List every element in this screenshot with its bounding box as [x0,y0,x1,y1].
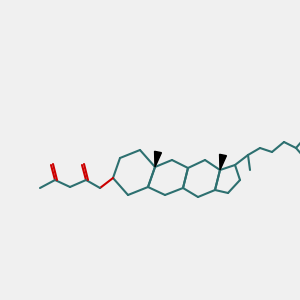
Polygon shape [154,151,161,167]
Polygon shape [220,154,226,170]
